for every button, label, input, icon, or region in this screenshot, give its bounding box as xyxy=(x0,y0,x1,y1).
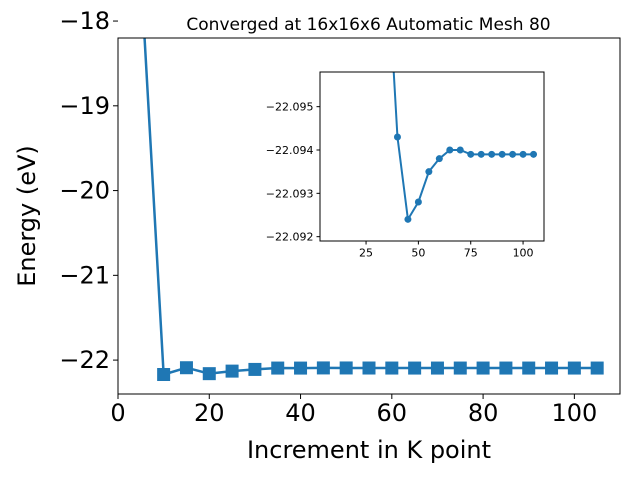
inset-data-point xyxy=(467,150,475,158)
inset-data-point xyxy=(456,146,464,154)
inset-data-point xyxy=(509,150,517,158)
main-data-point xyxy=(362,361,376,375)
main-x-tick-label: 0 xyxy=(110,399,125,427)
main-y-tick-label: −19 xyxy=(59,92,110,120)
inset-data-point xyxy=(393,133,401,141)
main-y-tick-label: −21 xyxy=(59,261,110,289)
main-data-point xyxy=(179,361,193,375)
main-data-point xyxy=(545,361,559,375)
main-x-tick-label: 60 xyxy=(377,399,408,427)
inset-x-tick-label: 100 xyxy=(513,247,534,260)
main-data-layer xyxy=(143,38,604,382)
main-data-point xyxy=(294,361,308,375)
inset-y-tick-label: −22.093 xyxy=(266,187,314,200)
chart-title: Converged at 16x16x6 Automatic Mesh 80 xyxy=(186,15,550,35)
main-data-point xyxy=(408,361,422,375)
main-data-point xyxy=(316,361,330,375)
main-data-point xyxy=(430,361,444,375)
main-data-point xyxy=(453,361,467,375)
main-y-tick-label: −22 xyxy=(59,346,110,374)
main-y-tick-label: −20 xyxy=(59,177,110,205)
inset-data-point xyxy=(477,150,485,158)
y-axis-label: Energy (eV) xyxy=(13,145,41,287)
inset-data-point xyxy=(435,155,443,163)
inset-x-tick-label: 75 xyxy=(464,247,478,260)
inset-frame xyxy=(319,71,545,242)
main-x-tick-label: 20 xyxy=(194,399,225,427)
main-data-point xyxy=(248,362,262,376)
inset-y-tick-label: −22.092 xyxy=(266,231,314,244)
inset-data-point xyxy=(446,146,454,154)
main-data-point xyxy=(339,361,353,375)
main-data-point xyxy=(385,361,399,375)
main-data-point xyxy=(225,364,239,378)
inset-y-tick-label: −22.095 xyxy=(266,101,314,114)
main-data-point xyxy=(522,361,536,375)
inset-x-tick-label: 25 xyxy=(359,247,373,260)
inset-data-point xyxy=(498,150,506,158)
inset-data-point xyxy=(530,150,538,158)
main-x-tick-label: 40 xyxy=(285,399,316,427)
inset-data-point xyxy=(425,168,433,176)
inset-data-point xyxy=(414,198,422,206)
main-data-point xyxy=(499,361,513,375)
inset-x-tick-label: 50 xyxy=(411,247,425,260)
main-y-tick-label: −18 xyxy=(59,7,110,35)
main-data-point xyxy=(157,368,171,382)
inset-plot: 25 50 75 100 −22.092 −22.093 −22.094 −22.095 xyxy=(266,71,545,260)
main-data-point xyxy=(202,367,216,381)
inset-data-point xyxy=(488,150,496,158)
main-x-tick-label: 80 xyxy=(468,399,499,427)
x-axis-label: Increment in K point xyxy=(247,436,491,464)
main-x-tick-label: 100 xyxy=(551,399,597,427)
main-data-point xyxy=(590,361,604,375)
main-data-point xyxy=(271,361,285,375)
inset-data-layer xyxy=(392,72,538,223)
inset-data-point xyxy=(404,215,412,223)
main-data-point xyxy=(567,361,581,375)
inset-plot-area xyxy=(320,72,544,241)
main-data-point xyxy=(476,361,490,375)
inset-data-point xyxy=(519,150,527,158)
main-frame xyxy=(117,37,621,395)
inset-y-tick-label: −22.094 xyxy=(266,144,314,157)
